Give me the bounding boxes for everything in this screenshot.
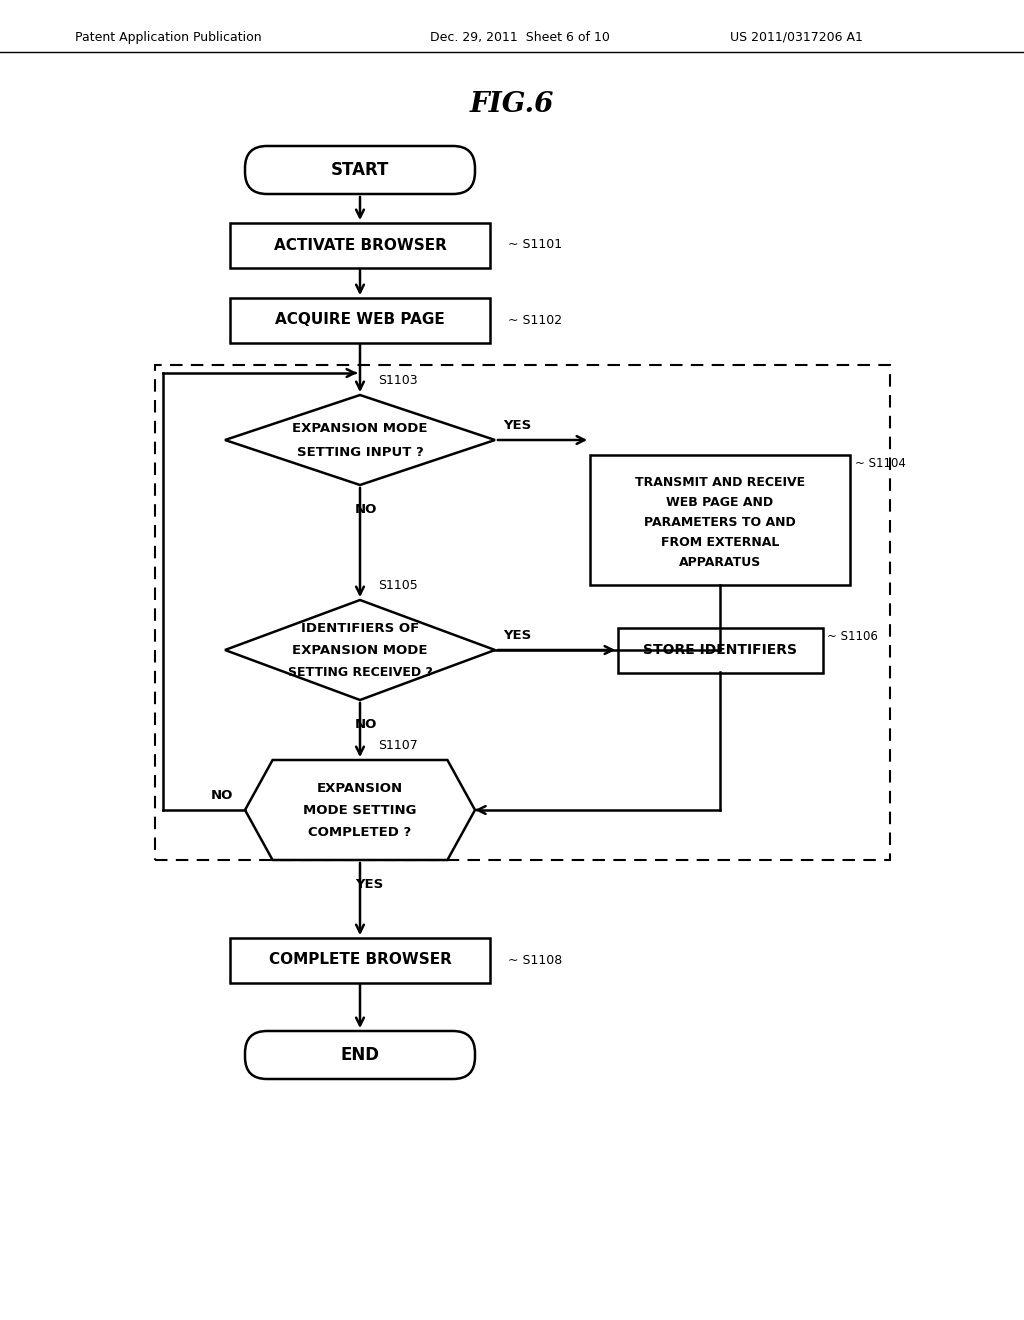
Bar: [590, 455, 850, 585]
Text: IDENTIFIERS OF: IDENTIFIERS OF: [301, 622, 419, 635]
Text: APPARATUS: APPARATUS: [679, 556, 761, 569]
Text: FROM EXTERNAL: FROM EXTERNAL: [660, 536, 779, 549]
Text: EXPANSION: EXPANSION: [317, 781, 403, 795]
Text: ACQUIRE WEB PAGE: ACQUIRE WEB PAGE: [275, 313, 444, 327]
Text: NO: NO: [355, 718, 378, 731]
Polygon shape: [225, 395, 495, 484]
Text: NO: NO: [211, 789, 233, 803]
Text: YES: YES: [503, 630, 531, 642]
Polygon shape: [225, 601, 495, 700]
Text: US 2011/0317206 A1: US 2011/0317206 A1: [730, 30, 863, 44]
Bar: [230, 937, 490, 982]
Bar: [617, 627, 822, 672]
Bar: [230, 223, 490, 268]
Text: ~ S1102: ~ S1102: [508, 314, 562, 326]
Text: Dec. 29, 2011  Sheet 6 of 10: Dec. 29, 2011 Sheet 6 of 10: [430, 30, 610, 44]
Text: ACTIVATE BROWSER: ACTIVATE BROWSER: [273, 238, 446, 252]
Text: EXPANSION MODE: EXPANSION MODE: [292, 421, 428, 434]
Text: S1105: S1105: [378, 579, 418, 591]
Text: END: END: [341, 1045, 380, 1064]
Text: MODE SETTING: MODE SETTING: [303, 804, 417, 817]
Text: ~ S1106: ~ S1106: [827, 630, 878, 643]
Text: ~ S1108: ~ S1108: [508, 953, 562, 966]
Text: ~ S1101: ~ S1101: [508, 239, 562, 252]
FancyBboxPatch shape: [245, 1031, 475, 1078]
Text: NO: NO: [355, 503, 378, 516]
Text: STORE IDENTIFIERS: STORE IDENTIFIERS: [643, 643, 797, 657]
Text: FIG.6: FIG.6: [470, 91, 554, 119]
Text: EXPANSION MODE: EXPANSION MODE: [292, 644, 428, 656]
Text: S1107: S1107: [378, 739, 418, 752]
Text: PARAMETERS TO AND: PARAMETERS TO AND: [644, 516, 796, 528]
FancyBboxPatch shape: [245, 147, 475, 194]
Text: SETTING INPUT ?: SETTING INPUT ?: [297, 446, 423, 458]
Text: YES: YES: [355, 878, 383, 891]
Text: SETTING RECEIVED ?: SETTING RECEIVED ?: [288, 665, 432, 678]
Text: S1103: S1103: [378, 374, 418, 387]
Text: TRANSMIT AND RECEIVE: TRANSMIT AND RECEIVE: [635, 475, 805, 488]
Text: COMPLETED ?: COMPLETED ?: [308, 825, 412, 838]
Polygon shape: [245, 760, 475, 861]
Text: YES: YES: [503, 418, 531, 432]
Bar: [230, 297, 490, 342]
Text: START: START: [331, 161, 389, 180]
Text: Patent Application Publication: Patent Application Publication: [75, 30, 261, 44]
Text: WEB PAGE AND: WEB PAGE AND: [667, 495, 773, 508]
Text: COMPLETE BROWSER: COMPLETE BROWSER: [268, 953, 452, 968]
Text: ~ S1104: ~ S1104: [855, 457, 906, 470]
